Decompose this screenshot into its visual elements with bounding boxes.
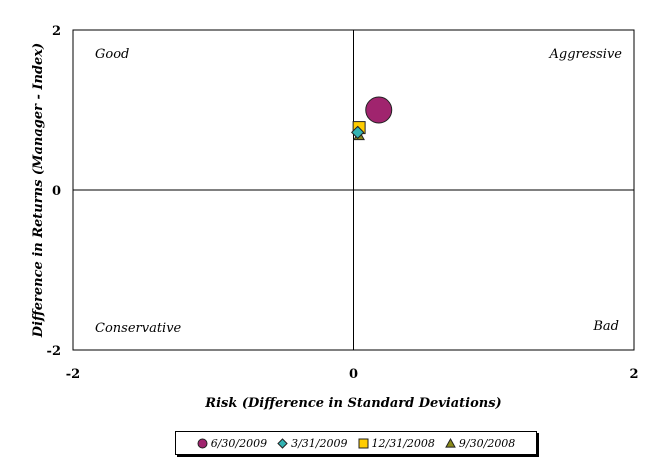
- legend-marker: [277, 437, 288, 449]
- legend-item: 3/31/2009: [277, 436, 348, 450]
- quadrant-label-conservative: Conservative: [95, 321, 182, 336]
- legend-label: 9/30/2008: [458, 436, 516, 450]
- legend: 6/30/2009 3/31/2009 12/31/2008 9/30/2008: [175, 431, 537, 455]
- quadrant-label-bad: Bad: [592, 319, 619, 334]
- legend-marker: [197, 438, 208, 448]
- legend-marker-icon: [197, 438, 208, 448]
- data-point: [351, 125, 365, 140]
- legend-marker-icon: [358, 438, 368, 448]
- y-axis-title: Difference in Returns (Manager - Index): [31, 43, 46, 338]
- x-axis-title: Risk (Difference in Standard Deviations): [204, 396, 501, 411]
- legend-marker: [445, 437, 456, 448]
- legend-marker: [358, 438, 368, 448]
- legend-marker-icon: [445, 437, 456, 448]
- quadrant-label-good: Good: [95, 47, 129, 62]
- x-tick-label: 0: [349, 367, 358, 382]
- legend-item: 12/31/2008: [358, 437, 435, 450]
- legend-marker-icon: [277, 437, 288, 449]
- legend-label: 12/31/2008: [371, 436, 435, 450]
- legend-label: 6/30/2009: [210, 436, 268, 450]
- y-tick-label: -2: [47, 344, 61, 359]
- data-point: [365, 96, 393, 124]
- quadrant-label-aggressive: Aggressive: [549, 47, 623, 62]
- legend-item: 9/30/2008: [445, 437, 515, 450]
- legend-label: 3/31/2009: [291, 436, 348, 450]
- legend-item: 6/30/2009: [197, 437, 267, 450]
- x-tick-label: 2: [629, 367, 638, 382]
- y-tick-label: 0: [52, 184, 61, 199]
- x-tick-label: -2: [66, 367, 80, 382]
- y-tick-label: 2: [52, 24, 61, 39]
